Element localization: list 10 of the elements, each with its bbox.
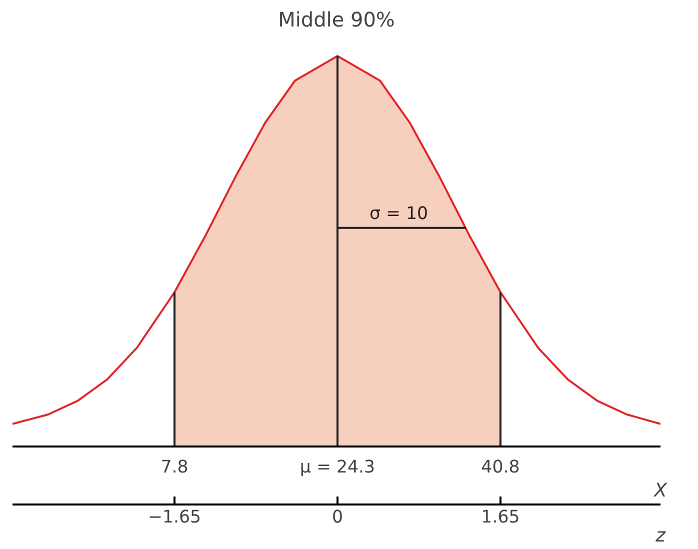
chart-title: Middle 90% — [278, 8, 395, 32]
x-tick-label: 40.8 — [481, 458, 520, 478]
x2-tick-label: −1.65 — [148, 508, 202, 528]
x2-tick-label: 1.65 — [481, 508, 520, 528]
x2-tick-label: 0 — [332, 508, 344, 528]
x-axis-title: X — [653, 480, 668, 502]
x-tick-label: 7.8 — [160, 458, 188, 478]
x2-axis-title: z — [654, 526, 667, 546]
x-tick-label: μ = 24.3 — [300, 458, 376, 478]
annotation: σ = 10 — [369, 204, 428, 224]
